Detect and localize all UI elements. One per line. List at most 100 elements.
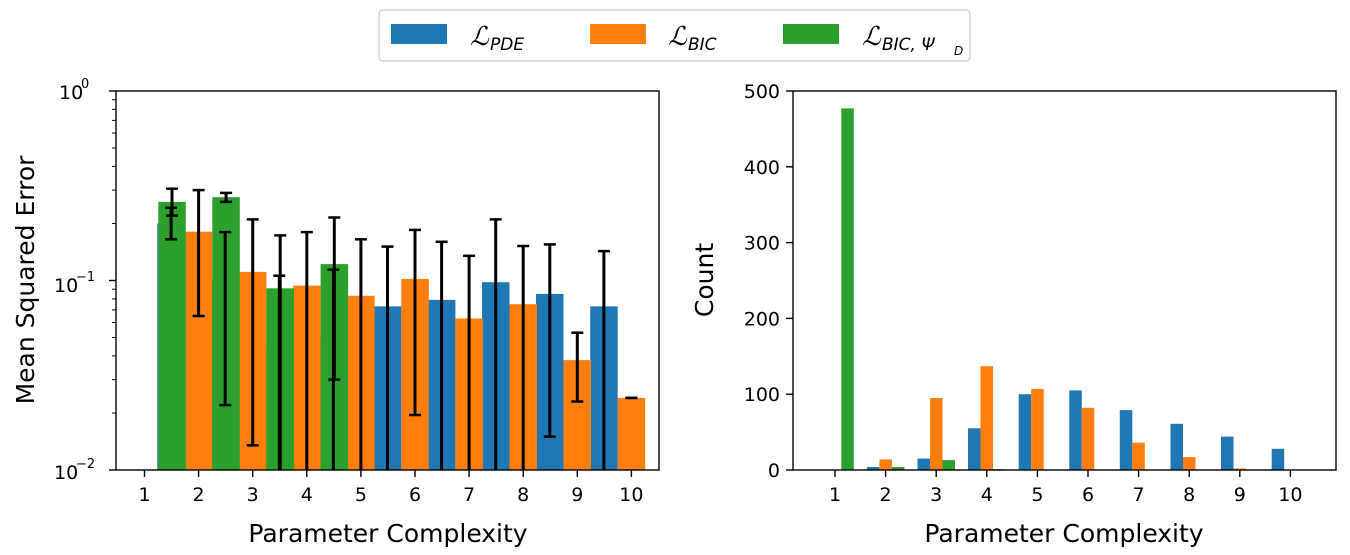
errorbar-left-bic-psi-3	[274, 234, 287, 470]
bar-right-bic-8	[1183, 457, 1196, 470]
right-xtick-label-8: 8	[1183, 484, 1195, 506]
errorbar-left-bic-8	[517, 244, 530, 470]
right-x-axis-label: Parameter Complexity	[924, 519, 1203, 548]
right-xtick-label-9: 9	[1234, 484, 1246, 506]
legend-subsub-bic-psi: D	[954, 44, 963, 58]
right-xtick-label-1: 1	[829, 484, 841, 506]
left-xtick-label-8: 8	[517, 484, 529, 506]
right-ytick-label-200: 200	[744, 308, 780, 330]
left-ytick-base-1: 10	[59, 82, 83, 104]
errorbar-left-bic-7	[463, 254, 476, 470]
right-xtick-label-3: 3	[930, 484, 942, 506]
bar-right-pde-6	[1069, 390, 1082, 470]
right-xtick-label-7: 7	[1133, 484, 1145, 506]
bar-left-bic-10	[617, 397, 646, 470]
errorbar-left-bic-2	[192, 188, 205, 318]
left-xtick-label-1: 1	[138, 484, 150, 506]
bar-right-pde-10	[1271, 448, 1285, 470]
errorbar-left-pde-10	[597, 249, 610, 470]
left-xtick-label-2: 2	[193, 484, 205, 506]
right-xtick-label-4: 4	[981, 484, 993, 506]
bar-left-bic-psi-1	[158, 201, 186, 470]
left-ytick-exp-3: −2	[76, 457, 95, 472]
bar-right-pde-4	[968, 428, 981, 470]
errorbar-left-bic-3	[246, 218, 259, 447]
left-x-axis-label: Parameter Complexity	[248, 519, 527, 548]
left-y-ticks: 10 0 10 −1 10 −2	[54, 77, 116, 484]
right-xtick-label-10: 10	[1278, 484, 1302, 506]
legend-sub-bic: BIC	[688, 35, 717, 55]
left-ytick-exp-2: −1	[76, 270, 95, 285]
right-axes-frame	[792, 90, 1337, 471]
right-y-ticks: 0 100 200 300 400 500	[744, 81, 793, 482]
right-xtick-label-2: 2	[880, 484, 892, 506]
bar-right-pde-8	[1170, 423, 1183, 470]
legend-symbol-pde: ℒ	[470, 22, 490, 52]
errorbar-left-bic-psi-1	[166, 187, 178, 217]
left-plot-area	[157, 187, 646, 470]
errorbar-left-bic-6	[409, 228, 421, 417]
bar-right-bic-2	[879, 459, 892, 470]
right-y-axis-label: Count	[690, 243, 719, 317]
left-x-ticks: 1 2 3 4 5 6 7 8 9 10	[138, 470, 643, 506]
left-xtick-label-6: 6	[409, 484, 421, 506]
right-plot-area	[841, 108, 1285, 471]
bar-right-bic-4	[980, 366, 993, 470]
legend-entry-pde: ℒ PDE	[391, 22, 524, 55]
right-xtick-label-5: 5	[1031, 484, 1043, 506]
bar-right-bic-psi-3	[942, 460, 955, 470]
right-ytick-label-0: 0	[768, 460, 780, 482]
left-ytick-label-2: 10 −1	[54, 270, 95, 297]
left-xtick-label-5: 5	[355, 484, 367, 506]
left-xtick-label-7: 7	[463, 484, 475, 506]
left-xtick-label-9: 9	[571, 484, 583, 506]
legend-frame	[378, 9, 971, 62]
left-xtick-label-3: 3	[247, 484, 259, 506]
right-ytick-label-400: 400	[744, 157, 780, 179]
left-ytick-label-3: 10 −2	[54, 457, 95, 484]
errorbar-left-pde-8	[489, 218, 502, 470]
legend-sub-pde: PDE	[490, 35, 524, 55]
right-xtick-label-6: 6	[1082, 484, 1094, 506]
errorbar-left-pde-3	[219, 230, 232, 407]
legend-symbol-bic-psi: ℒ	[862, 22, 882, 52]
bar-right-pde-5	[1018, 394, 1032, 470]
legend: ℒ PDE ℒ BIC ℒ BIC, Ψ D	[378, 9, 971, 62]
bar-right-bic-3	[930, 398, 943, 470]
bar-right-bic-psi-1	[841, 108, 854, 471]
bar-right-pde-9	[1221, 436, 1234, 470]
legend-entry-bic-psi: ℒ BIC, Ψ D	[783, 22, 963, 58]
errorbar-left-pde-9	[543, 243, 556, 438]
bar-right-pde-3	[917, 458, 930, 470]
errorbar-left-bic-4	[300, 230, 313, 470]
legend-entry-bic: ℒ BIC	[590, 22, 717, 55]
bar-right-bic-5	[1031, 388, 1044, 470]
bar-right-bic-psi-2	[891, 467, 905, 470]
left-xtick-label-10: 10	[619, 484, 643, 506]
errorbar-left-pde-6	[381, 245, 394, 470]
right-ytick-label-500: 500	[744, 81, 780, 103]
bar-right-bic-6	[1081, 407, 1095, 470]
errorbar-left-bic-9	[571, 331, 584, 403]
left-ytick-base-3: 10	[54, 462, 78, 484]
bar-right-pde-7	[1119, 410, 1133, 470]
left-chart-panel: 1 2 3 4 5 6 7 8 9 10 10 0 10 −1 10 −2 Parameter C…	[11, 77, 660, 548]
bar-right-pde-2	[866, 467, 880, 470]
left-ytick-label-1: 10 0	[59, 77, 89, 104]
left-y-axis-label: Mean Squared Error	[11, 155, 40, 405]
errorbar-left-pde-7	[435, 240, 448, 470]
errorbar-left-bic-psi-4	[328, 216, 341, 381]
right-chart-panel: 1 2 3 4 5 6 7 8 9 10 0 100 200 300 400 500 Parameter C…	[690, 81, 1337, 548]
right-x-ticks: 1 2 3 4 5 6 7 8 9 10	[829, 470, 1302, 506]
errorbar-left-bic-5	[354, 238, 367, 470]
right-ytick-label-300: 300	[744, 233, 780, 255]
legend-swatch-pde	[391, 24, 447, 44]
legend-symbol-bic: ℒ	[668, 22, 688, 52]
legend-sub-bic-psi: BIC, Ψ	[882, 35, 935, 55]
left-ytick-base-2: 10	[54, 275, 78, 297]
left-ytick-exp-1: 0	[81, 77, 89, 92]
bar-right-bic-9	[1233, 468, 1246, 470]
errorbar-left-bic-psi-2	[220, 191, 233, 204]
legend-swatch-bic	[590, 24, 646, 44]
